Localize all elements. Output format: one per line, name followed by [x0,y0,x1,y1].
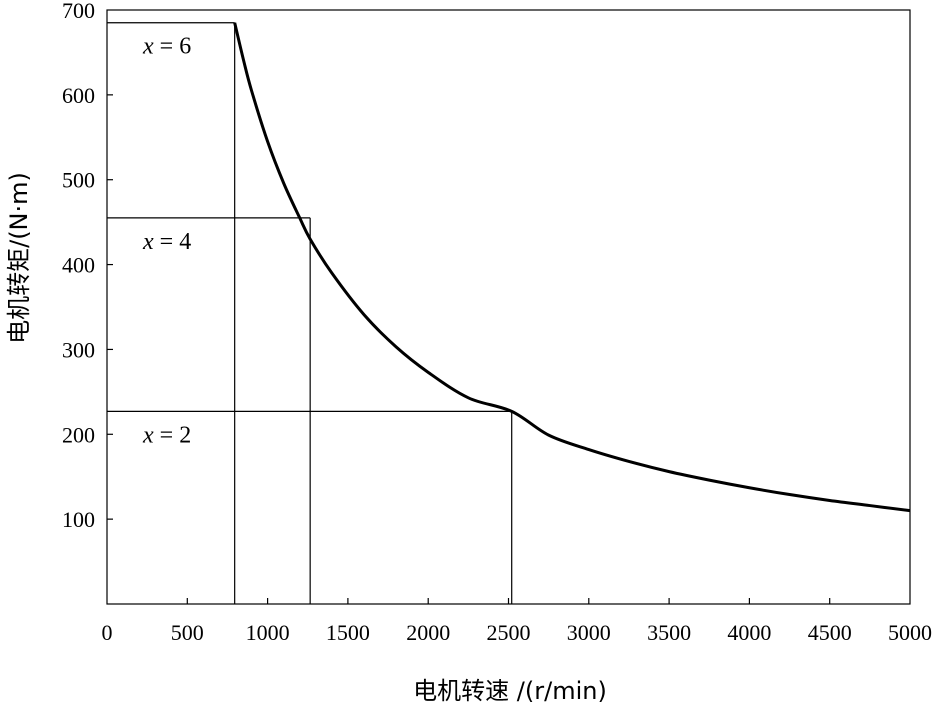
x-tick-label-5000: 5000 [888,620,932,645]
x-tick-label-500: 500 [171,620,204,645]
x-tick-label-1500: 1500 [326,620,370,645]
ref-label-1: x = 6 [142,34,191,60]
y-axis-title: 电机转矩/(N·m) [5,172,33,344]
torque-speed-curve [233,22,911,513]
x-tick-label-4000: 4000 [727,620,771,645]
ref-label-3: x = 2 [142,422,191,448]
y-tick-label-700: 700 [62,0,95,23]
y-tick-label-300: 300 [62,337,95,362]
y-axis-ticks: 100 200 300 400 500 600 700 [62,0,113,532]
reference-lines [107,22,513,604]
x-axis-ticks: 0 500 1000 1500 2000 2500 3000 3500 4000 4500 5000 [102,598,932,645]
x-axis-title: 电机转速 /(r/min) [413,677,607,705]
y-tick-label-400: 400 [62,253,95,278]
x-tick-label-3500: 3500 [647,620,691,645]
plot-frame [106,9,911,605]
reference-labels: x = 6 x = 4 x = 2 [142,34,191,449]
y-tick-label-500: 500 [62,168,95,193]
y-tick-label-100: 100 [62,507,95,532]
ref-label-2: x = 4 [142,229,191,255]
x-tick-label-4500: 4500 [808,620,852,645]
x-tick-label-2500: 2500 [487,620,531,645]
x-tick-label-3000: 3000 [567,620,611,645]
y-tick-label-600: 600 [62,83,95,108]
y-tick-label-200: 200 [62,422,95,447]
x-tick-label-2000: 2000 [406,620,450,645]
x-tick-label-0: 0 [102,620,113,645]
x-tick-label-1000: 1000 [246,620,290,645]
